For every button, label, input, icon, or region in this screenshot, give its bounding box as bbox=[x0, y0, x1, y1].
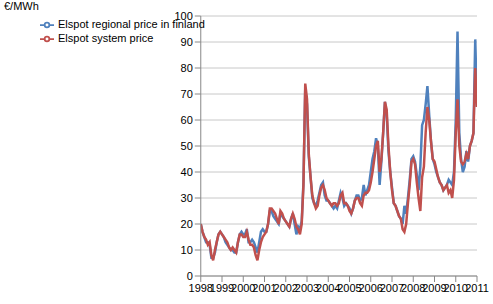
svg-text:90: 90 bbox=[181, 36, 193, 48]
svg-text:20: 20 bbox=[181, 218, 193, 230]
svg-text:70: 70 bbox=[181, 88, 193, 100]
svg-text:80: 80 bbox=[181, 62, 193, 74]
svg-text:10: 10 bbox=[181, 244, 193, 256]
svg-text:100: 100 bbox=[174, 10, 192, 22]
svg-text:40: 40 bbox=[181, 166, 193, 178]
svg-text:30: 30 bbox=[181, 192, 193, 204]
svg-text:0: 0 bbox=[187, 270, 193, 282]
svg-text:50: 50 bbox=[181, 140, 193, 152]
svg-text:60: 60 bbox=[181, 114, 193, 126]
svg-text:2011: 2011 bbox=[465, 282, 485, 294]
